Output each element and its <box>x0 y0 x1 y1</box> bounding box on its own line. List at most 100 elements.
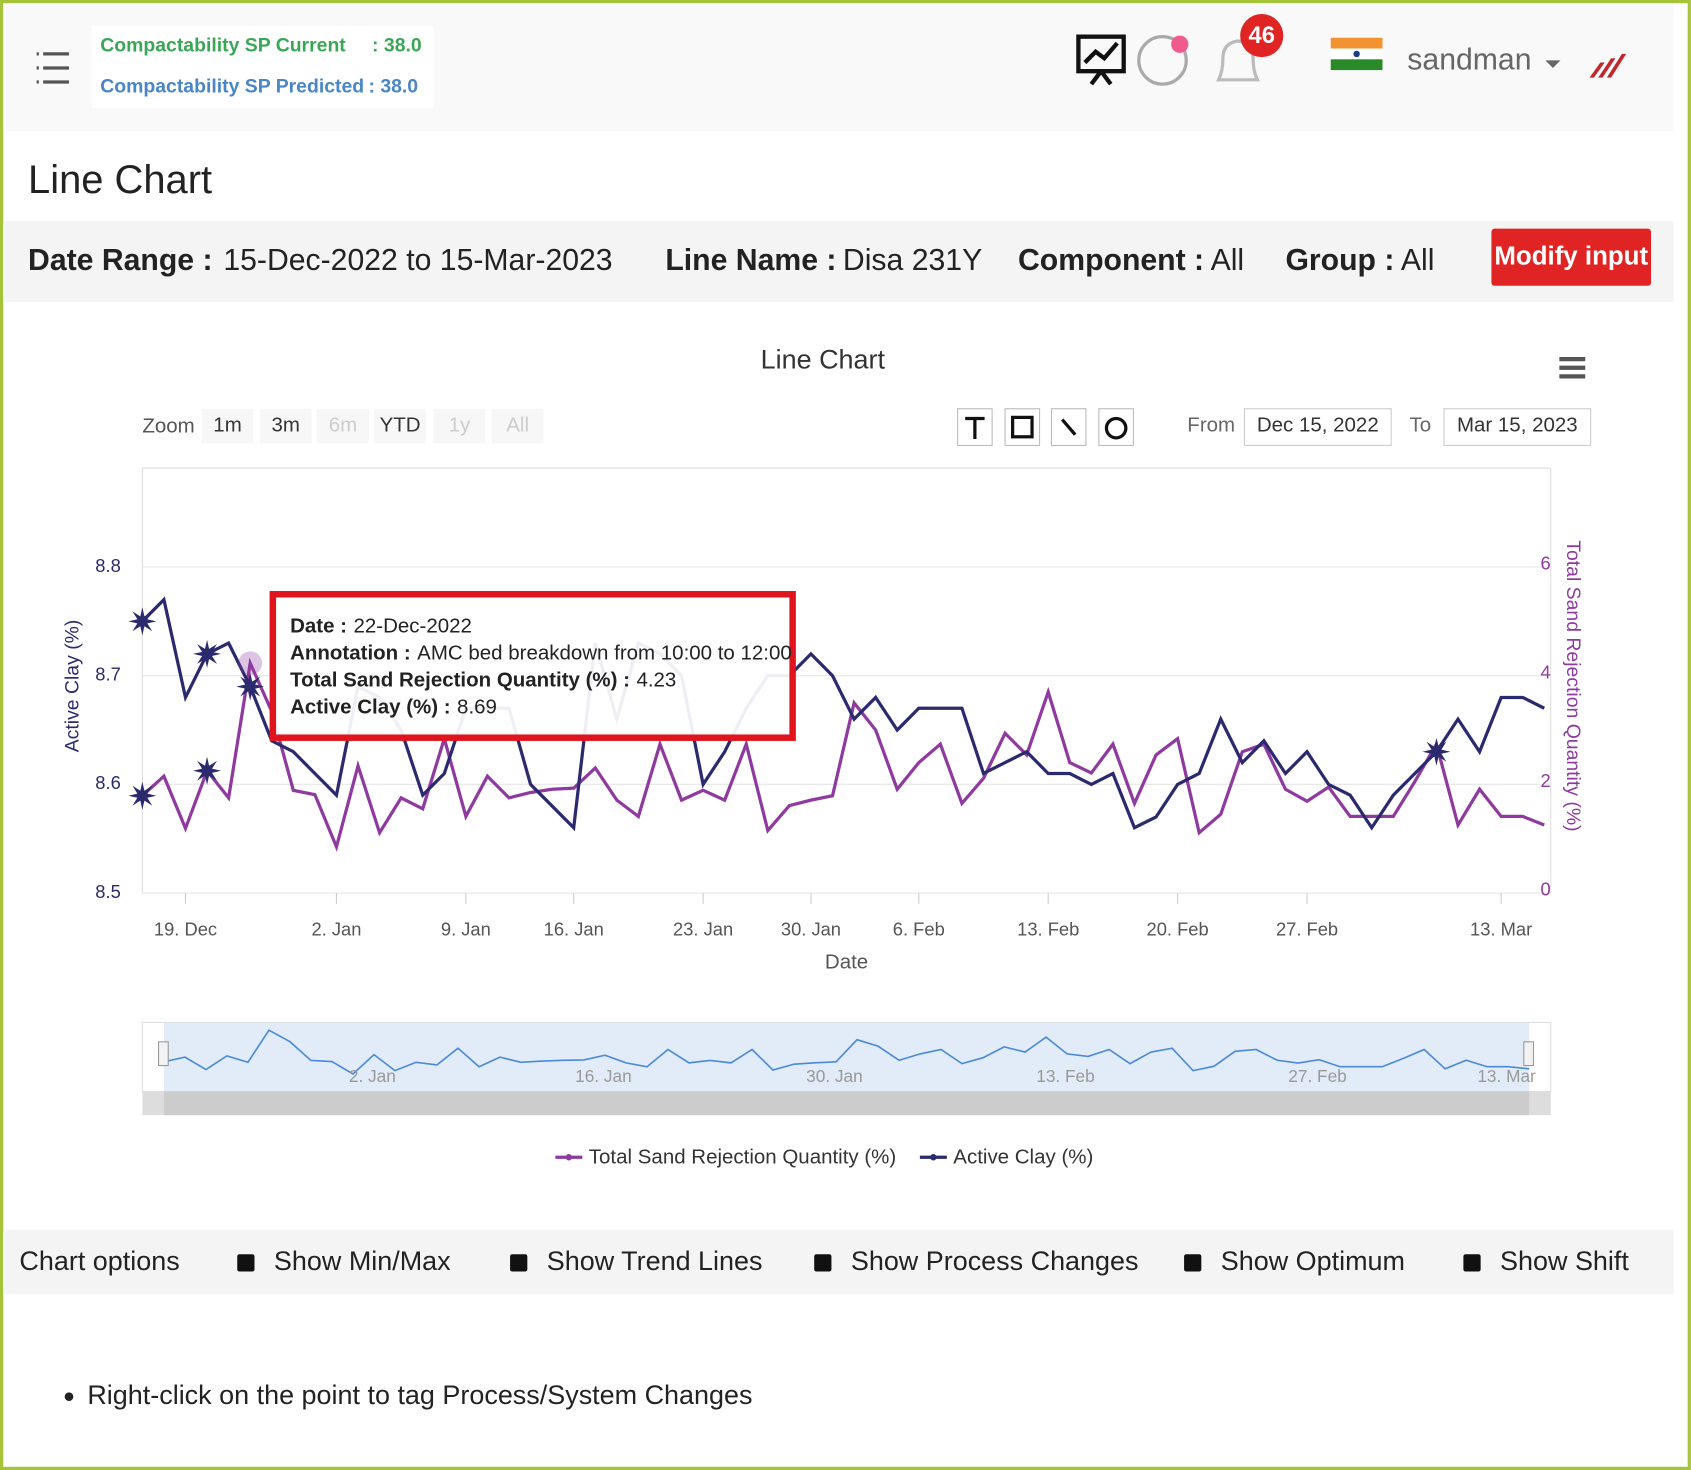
tooltip-label: Date : <box>290 615 347 638</box>
sp-label: Compactability SP Predicted <box>100 75 364 97</box>
navigator-label: 27. Feb <box>1288 1066 1346 1086</box>
menu-icon[interactable] <box>36 52 70 84</box>
x-tick-label: 16. Jan <box>544 919 604 940</box>
modify-button-label[interactable]: Modify input <box>1494 243 1648 271</box>
to-label: To <box>1409 413 1431 436</box>
zoom-button-label[interactable]: 1m <box>213 413 241 436</box>
navigator-label: 16. Jan <box>575 1066 632 1086</box>
navigator-window <box>163 1022 1530 1092</box>
zoom-button[interactable] <box>259 408 312 444</box>
filter-label: Component : <box>1018 244 1204 277</box>
option-label[interactable]: Show Shift <box>1500 1246 1629 1276</box>
filter-value: 15-Dec-2022 to 15-Mar-2023 <box>223 244 612 277</box>
option-checkbox[interactable] <box>1184 1254 1202 1272</box>
filter-value: All <box>1211 244 1245 277</box>
sp-current: Compactability SP Current : 38.0 <box>100 34 421 56</box>
notification-count: 46 <box>1249 23 1275 49</box>
navigator-line <box>163 1029 1530 1075</box>
x-tick-label: 6. Feb <box>893 919 945 940</box>
filter-label: Group : <box>1285 244 1394 277</box>
handle-left[interactable] <box>157 1041 169 1067</box>
legend-label[interactable]: Total Sand Rejection Quantity (%) <box>589 1146 896 1169</box>
gauge-icon[interactable] <box>1137 35 1189 86</box>
user-caret[interactable] <box>1545 60 1561 68</box>
scrollbar-thumb[interactable] <box>163 1091 1530 1116</box>
x-tick-label: 30. Jan <box>781 919 841 940</box>
annotation-marker[interactable] <box>193 756 222 785</box>
x-tick-label: 2. Jan <box>311 919 361 940</box>
navigator-label: 2. Jan <box>349 1066 396 1086</box>
tooltip-value: 4.23 <box>636 669 676 692</box>
navigator-label: 30. Jan <box>806 1066 863 1086</box>
chart-menu[interactable] <box>1559 356 1586 379</box>
sp-label: Compactability SP Current <box>100 34 346 56</box>
bullet <box>64 1392 74 1401</box>
sp-box <box>91 25 434 108</box>
from-value[interactable]: Dec 15, 2022 <box>1257 413 1379 436</box>
sp-value: : 38.0 <box>372 34 422 56</box>
annotation-marker[interactable] <box>128 781 157 810</box>
bell-icon[interactable] <box>1215 14 1284 82</box>
x-tick-label: 13. Feb <box>1017 919 1079 940</box>
option-checkbox[interactable] <box>814 1254 832 1272</box>
filter-label: Line Name : <box>665 244 836 277</box>
zoom-button-label[interactable]: YTD <box>380 413 421 436</box>
option-label[interactable]: Show Process Changes <box>851 1246 1139 1276</box>
annotation-marker[interactable] <box>236 672 265 701</box>
draw-tools <box>957 408 1134 446</box>
x-tick-label: 19. Dec <box>154 919 217 940</box>
to-input[interactable] <box>1443 408 1592 446</box>
y-axis-label: Active Clay (%) <box>61 620 83 753</box>
series-line <box>141 657 1545 852</box>
y2-tick-label: 0 <box>1541 879 1551 900</box>
zoom-button-label: All <box>506 413 529 436</box>
chart-title: Line Chart <box>761 344 886 374</box>
zoom-button[interactable] <box>374 408 426 444</box>
annotation-marker[interactable] <box>128 607 157 636</box>
zoom-button-label[interactable]: 3m <box>272 413 300 436</box>
option-checkbox[interactable] <box>1463 1254 1481 1272</box>
to-value[interactable]: Mar 15, 2023 <box>1457 413 1578 436</box>
tooltip-label: Total Sand Rejection Quantity (%) : <box>290 669 630 692</box>
zoom-button[interactable] <box>201 408 254 444</box>
note: Right-click on the point to tag Process/… <box>87 1380 752 1410</box>
option-label[interactable]: Show Optimum <box>1221 1246 1405 1276</box>
modify-button[interactable] <box>1491 228 1652 286</box>
option-checkbox[interactable] <box>237 1254 255 1272</box>
options-bar <box>4 1229 1674 1295</box>
legend-dot[interactable] <box>930 1153 937 1161</box>
option-label[interactable]: Show Min/Max <box>274 1246 451 1276</box>
x-axis-label: Date <box>825 951 868 974</box>
tooltip-value: 8.69 <box>457 696 497 719</box>
legend-label[interactable]: Active Clay (%) <box>953 1146 1093 1169</box>
handle-right[interactable] <box>1523 1041 1535 1067</box>
legend-dot[interactable] <box>565 1153 573 1161</box>
filter: Date Range : 15-Dec-2022 to 15-Mar-2023 <box>28 244 613 277</box>
from-input[interactable] <box>1243 408 1392 446</box>
dashboard-icon[interactable] <box>1076 34 1126 86</box>
y-tick-label: 8.7 <box>95 664 120 685</box>
filter-value: All <box>1401 244 1435 277</box>
user-name[interactable]: sandman <box>1407 43 1531 76</box>
zoom-button <box>433 408 486 444</box>
zoom-button <box>317 408 369 444</box>
zoom-button <box>491 408 544 444</box>
annotation-marker[interactable] <box>1422 737 1451 766</box>
y-tick-label: 8.5 <box>95 881 120 902</box>
tooltip-value: AMC bed breakdown from 10:00 to 12:00 <box>417 642 792 665</box>
y-tick-label: 8.6 <box>95 772 120 793</box>
sp-predicted: Compactability SP Predicted: 38.0 <box>100 75 418 97</box>
filter: Component : All <box>1018 244 1244 277</box>
option-checkbox[interactable] <box>510 1254 528 1272</box>
x-tick-label: 9. Jan <box>441 919 491 940</box>
annotation-marker[interactable] <box>193 639 222 668</box>
logo <box>1589 53 1627 78</box>
tool-rect[interactable] <box>1004 408 1041 446</box>
option-label[interactable]: Show Trend Lines <box>547 1246 763 1276</box>
y2-tick-label: 4 <box>1541 661 1551 682</box>
y2-axis-label: Total Sand Rejection Quantity (%) <box>1562 540 1584 831</box>
tooltip-label: Annotation : <box>290 642 411 665</box>
tool-circle[interactable] <box>1098 408 1134 446</box>
y2-tick-label: 2 <box>1541 770 1551 791</box>
filter-label: Date Range : <box>28 244 213 277</box>
